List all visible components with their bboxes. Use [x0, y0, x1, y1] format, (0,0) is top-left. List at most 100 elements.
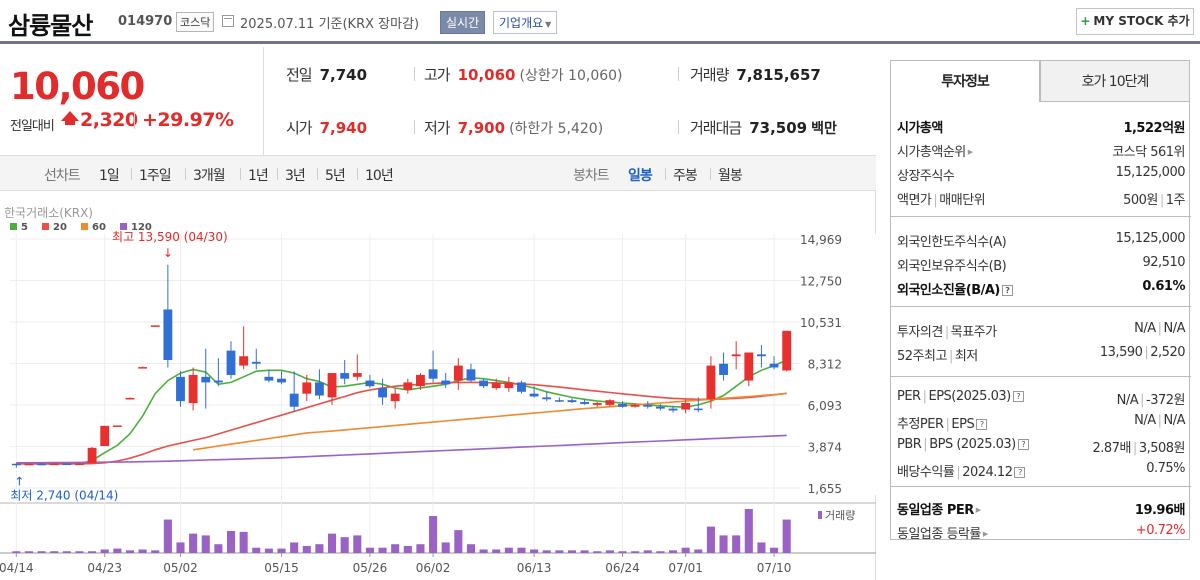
- period-3y[interactable]: 3년: [285, 168, 306, 184]
- candle-body: [188, 374, 198, 403]
- tab-investment-info[interactable]: 투자정보: [890, 60, 1040, 102]
- stat-low-value: 7,900: [457, 119, 506, 137]
- help-icon[interactable]: ?: [1014, 467, 1026, 478]
- period-3m[interactable]: 3개월: [193, 168, 226, 184]
- help-icon[interactable]: ?: [1017, 439, 1029, 450]
- company-name: 삼륭물산: [8, 12, 93, 40]
- volume-bar: [416, 544, 425, 553]
- info-label-text: 시가총액순위: [897, 145, 966, 160]
- realtime-button[interactable]: 실시간: [440, 11, 486, 34]
- ma-line-60: [192, 392, 787, 451]
- info-label-text: 배당수익률: [897, 465, 955, 480]
- price-chart[interactable]: 한국거래소(KRX) 5 20 60 120 14,969 12,750 10,531 8,31…: [0, 191, 876, 580]
- candle-daily[interactable]: 일봉: [628, 168, 653, 184]
- candle-body: [517, 382, 526, 392]
- volume-bar: [264, 548, 273, 553]
- chevron-right-icon[interactable]: ▶: [982, 530, 988, 538]
- info-row-value: +0.72%: [1136, 523, 1186, 538]
- volume-bar: [605, 550, 614, 553]
- info-label-text: EPS: [951, 417, 975, 432]
- help-icon[interactable]: ?: [1012, 391, 1024, 402]
- stat-prev-label: 전일: [286, 66, 313, 84]
- volume-bar: [403, 545, 412, 553]
- divider: |: [948, 349, 953, 364]
- info-value-text: N/A: [1134, 321, 1156, 336]
- volume-bar: [504, 547, 513, 553]
- stat-amount: 거래대금 73,509 백만: [690, 117, 837, 138]
- current-price: 10,060: [10, 65, 145, 108]
- candle-body: [529, 393, 539, 397]
- stat-open: 시가 7,940: [286, 117, 367, 138]
- period-1y[interactable]: 1년: [248, 168, 269, 184]
- candle-body: [314, 382, 324, 396]
- divider: [678, 120, 679, 134]
- stat-amount-label: 거래대금: [690, 119, 742, 137]
- my-stock-label: MY STOCK 추가: [1093, 14, 1190, 28]
- info-row-value: 1,522억원: [1123, 117, 1185, 136]
- volume-bar: [378, 547, 387, 553]
- divider: |: [1140, 393, 1145, 408]
- my-stock-add-button[interactable]: + MY STOCK 추가: [1076, 8, 1194, 35]
- info-group: 동일업종 PER ▶ 19.96배 동일업종 등락률 ▶ +0.72%: [891, 487, 1191, 542]
- candlestick-chart[interactable]: 한국거래소(KRX) 5 20 60 120 14,969 12,750 10,531 8,31…: [0, 191, 876, 580]
- info-row: PBR | BPS (2025.03)? 2.87배 | 3,508원: [897, 437, 1186, 457]
- info-group: 시가총액 1,522억원 시가총액순위 ▶ 코스닥 561위 상장주식수 15,125,00…: [891, 102, 1191, 217]
- info-label-text: 2024.12: [962, 465, 1013, 480]
- info-row-label: 동일업종 등락률 ▶: [897, 523, 988, 542]
- divider: [317, 168, 318, 180]
- tab-order-book[interactable]: 호가 10단계: [1040, 60, 1190, 102]
- company-info-dropdown[interactable]: 기업개요 ▼: [493, 11, 558, 34]
- candle-body: [150, 325, 160, 327]
- help-icon[interactable]: ?: [1001, 285, 1013, 296]
- volume-bar: [770, 547, 779, 553]
- info-label-text: 매매단위: [939, 193, 986, 208]
- info-label-text: EPS(2025.03): [928, 389, 1011, 404]
- chevron-right-icon[interactable]: ▶: [967, 148, 973, 156]
- period-10y[interactable]: 10년: [365, 168, 394, 184]
- candle-weekly[interactable]: 주봉: [673, 168, 698, 184]
- volume-bar: [163, 519, 172, 553]
- ma-line-120: [16, 434, 787, 464]
- info-row-value: 0.61%: [1142, 279, 1185, 294]
- volume-bar: [441, 542, 450, 553]
- candle-body: [138, 367, 148, 369]
- info-row: 투자의견 | 목표주가 N/A | N/A: [897, 321, 1185, 341]
- info-value-text: 0.75%: [1146, 461, 1185, 476]
- legend-swatch: [42, 223, 49, 230]
- volume-bar: [125, 550, 135, 553]
- chevron-down-icon: ▼: [545, 20, 552, 29]
- plus-icon: +: [1080, 14, 1091, 28]
- stock-code: 014970: [118, 14, 173, 29]
- info-label-text: 상장주식수: [897, 169, 955, 184]
- stat-volume-value: 7,815,657: [736, 66, 821, 84]
- x-tick-label: 06/24: [605, 561, 640, 575]
- divider: |: [1159, 193, 1164, 208]
- candle-body: [251, 361, 261, 364]
- volume-bar: [327, 533, 337, 553]
- volume-bar: [151, 550, 160, 553]
- candle-body: [264, 376, 274, 381]
- period-5y[interactable]: 5년: [325, 168, 346, 184]
- info-row-value: N/A | N/A: [1134, 413, 1185, 428]
- period-1d[interactable]: 1일: [99, 168, 120, 184]
- candle-body: [289, 393, 299, 407]
- info-label-text: 액면가: [897, 193, 932, 208]
- volume-bar: [24, 551, 33, 553]
- info-value-text: 92,510: [1142, 255, 1186, 270]
- divider: [414, 120, 415, 134]
- price-stats: 전일 7,740 고가 10,060 (상한가 10,060) 거래량 7,815,65…: [264, 47, 876, 155]
- candle-body: [11, 463, 21, 466]
- candle-monthly[interactable]: 월봉: [718, 168, 743, 184]
- chevron-right-icon[interactable]: ▶: [975, 506, 981, 514]
- x-tick-label: 05/02: [163, 561, 198, 575]
- info-row-label: 외국인한도주식수(A): [897, 231, 1007, 250]
- info-row-label: 투자의견 | 목표주가: [897, 321, 997, 340]
- info-row-label: PBR | BPS (2025.03)?: [897, 437, 1029, 452]
- info-row-label: 동일업종 PER ▶: [897, 499, 981, 518]
- candle-body: [630, 404, 640, 407]
- legend-swatch: [81, 223, 88, 230]
- help-icon[interactable]: ?: [976, 419, 988, 430]
- volume-bar: [542, 550, 551, 553]
- volume-bar: [555, 550, 564, 553]
- period-1w[interactable]: 1주일: [139, 168, 172, 184]
